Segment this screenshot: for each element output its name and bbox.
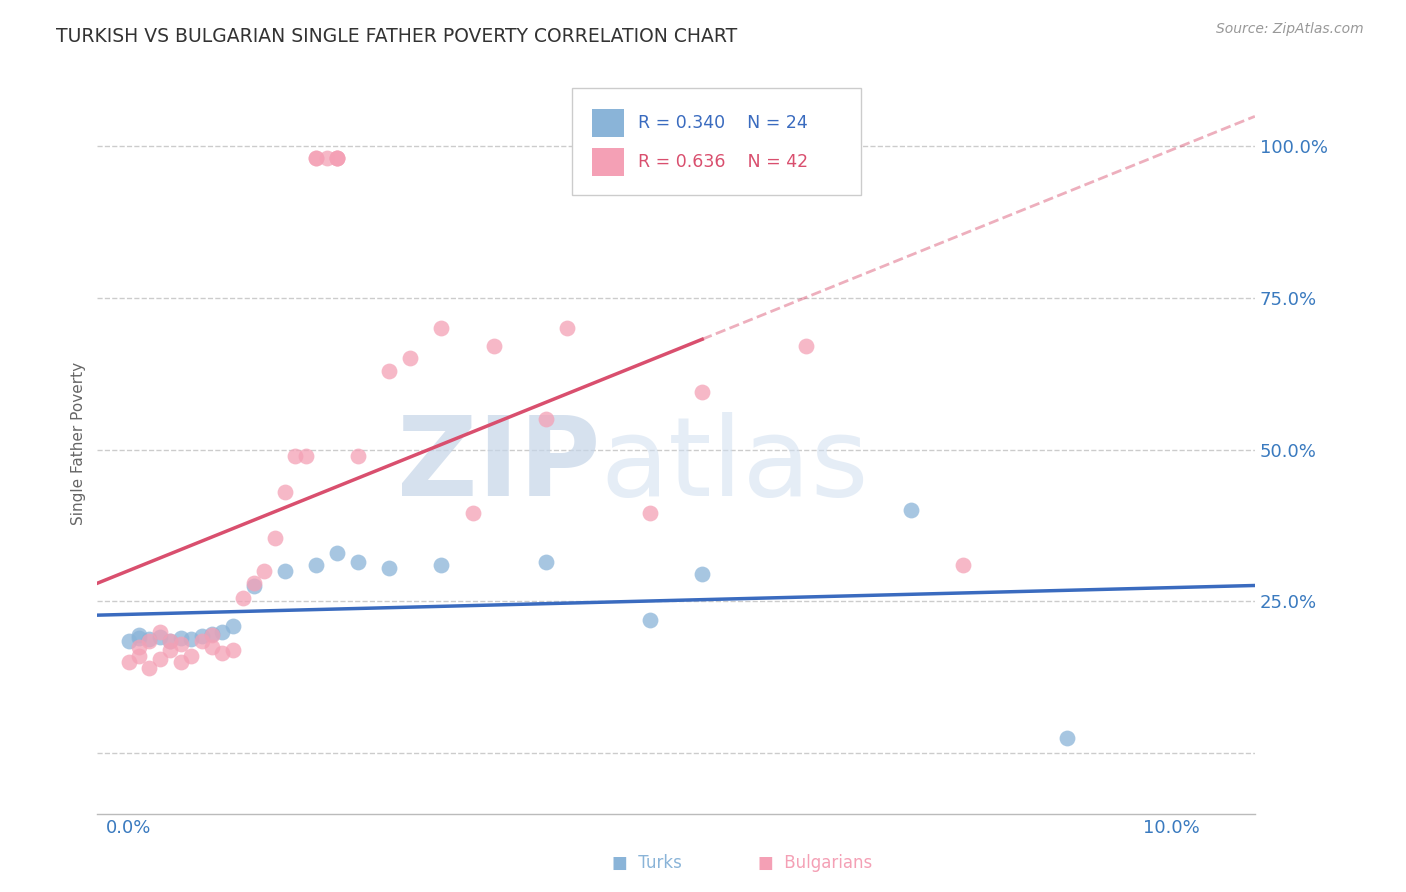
Text: atlas: atlas bbox=[600, 412, 869, 519]
Point bbox=[315, 151, 337, 165]
Y-axis label: Single Father Poverty: Single Father Poverty bbox=[72, 362, 86, 525]
Point bbox=[211, 646, 233, 660]
Point bbox=[138, 633, 160, 648]
Point bbox=[326, 151, 349, 165]
Point bbox=[190, 633, 212, 648]
FancyBboxPatch shape bbox=[572, 87, 862, 195]
Point bbox=[482, 339, 505, 353]
Point bbox=[128, 628, 150, 642]
Bar bbox=[592, 109, 624, 136]
Point bbox=[190, 629, 212, 643]
Point bbox=[128, 631, 150, 645]
Point bbox=[347, 555, 370, 569]
Point bbox=[690, 384, 713, 399]
Point bbox=[201, 627, 224, 641]
Point bbox=[159, 633, 181, 648]
Point bbox=[638, 506, 661, 520]
Point bbox=[555, 321, 578, 335]
Point bbox=[180, 632, 202, 646]
Point bbox=[305, 151, 328, 165]
Point bbox=[128, 640, 150, 654]
Point bbox=[211, 624, 233, 639]
Point bbox=[170, 655, 193, 669]
Point bbox=[534, 412, 557, 426]
Text: ■  Turks: ■ Turks bbox=[612, 855, 682, 872]
Point bbox=[170, 637, 193, 651]
Point bbox=[117, 633, 139, 648]
Point bbox=[170, 631, 193, 645]
Point bbox=[242, 579, 264, 593]
Point bbox=[274, 564, 297, 578]
Point bbox=[399, 351, 422, 366]
Point bbox=[138, 661, 160, 675]
Text: Source: ZipAtlas.com: Source: ZipAtlas.com bbox=[1216, 22, 1364, 37]
Point bbox=[149, 630, 172, 644]
Point bbox=[305, 151, 328, 165]
Point bbox=[222, 618, 245, 632]
Point bbox=[326, 151, 349, 165]
Point bbox=[1056, 731, 1078, 745]
Point bbox=[900, 503, 922, 517]
Point bbox=[253, 564, 276, 578]
Point bbox=[430, 321, 453, 335]
Point bbox=[796, 339, 818, 353]
Point bbox=[159, 643, 181, 657]
Text: R = 0.340    N = 24: R = 0.340 N = 24 bbox=[638, 113, 807, 132]
Point bbox=[274, 485, 297, 500]
Point bbox=[138, 632, 160, 646]
Point bbox=[305, 558, 328, 572]
Text: TURKISH VS BULGARIAN SINGLE FATHER POVERTY CORRELATION CHART: TURKISH VS BULGARIAN SINGLE FATHER POVER… bbox=[56, 27, 738, 45]
Point bbox=[284, 449, 307, 463]
Point bbox=[378, 561, 401, 575]
Point bbox=[128, 649, 150, 664]
Point bbox=[295, 449, 318, 463]
Point bbox=[461, 506, 484, 520]
Point bbox=[952, 558, 974, 572]
Text: R = 0.636    N = 42: R = 0.636 N = 42 bbox=[638, 153, 808, 171]
Point bbox=[326, 546, 349, 560]
Point bbox=[201, 628, 224, 642]
Point bbox=[222, 643, 245, 657]
Text: ZIP: ZIP bbox=[398, 412, 600, 519]
Point bbox=[242, 576, 264, 591]
Point bbox=[638, 613, 661, 627]
Point bbox=[326, 151, 349, 165]
Point bbox=[232, 591, 254, 606]
Point bbox=[690, 567, 713, 582]
Point bbox=[180, 649, 202, 664]
Point bbox=[347, 449, 370, 463]
Point bbox=[263, 531, 285, 545]
Point bbox=[149, 624, 172, 639]
Point bbox=[378, 363, 401, 377]
Point bbox=[430, 558, 453, 572]
Text: ■  Bulgarians: ■ Bulgarians bbox=[758, 855, 873, 872]
Point bbox=[201, 640, 224, 654]
Point bbox=[149, 652, 172, 666]
Bar bbox=[592, 148, 624, 176]
Point bbox=[117, 655, 139, 669]
Point bbox=[159, 633, 181, 648]
Point bbox=[534, 555, 557, 569]
